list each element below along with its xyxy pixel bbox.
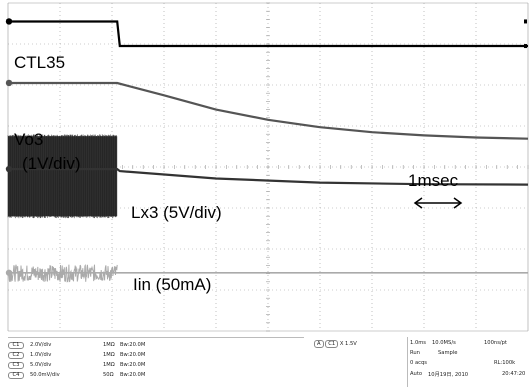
trigger-channel: C1 — [325, 340, 339, 348]
channel-bandwidth: Bw:20.0M — [120, 372, 146, 378]
channel-bandwidth: Bw:20.0M — [120, 352, 146, 358]
vo3-label: Vo3 — [14, 130, 44, 149]
vo3-trace — [8, 81, 529, 140]
ctl35-trace — [8, 20, 528, 48]
trigger-edge-icon: X — [339, 341, 344, 347]
time-per-div: 1.0ms — [410, 340, 427, 346]
channel-3-readout[interactable]: C3 5.0V/div 1MΩ Bw:20.0M — [8, 361, 178, 369]
channel-1-readout[interactable]: C1 2.0V/div 1MΩ Bw:20.0M — [8, 341, 178, 349]
channel-scale: 50.0mV/div — [30, 372, 60, 378]
trigger-level: 1.5V — [345, 341, 357, 347]
channel-bandwidth: Bw:20.0M — [120, 362, 146, 368]
channel-scale: 1.0V/div — [30, 352, 52, 358]
channel-impedance: 1MΩ — [103, 362, 115, 368]
channel-badge: C4 — [8, 372, 24, 379]
acquisition-mode: Sample — [438, 350, 458, 356]
channel-badge: C1 — [8, 342, 24, 349]
channel-2-readout[interactable]: C2 1.0V/div 1MΩ Bw:20.0M — [8, 351, 178, 359]
capture-date: 10月19日, 2010 — [428, 372, 469, 378]
channel-impedance: 50Ω — [103, 372, 114, 378]
channel-markers — [5, 18, 527, 276]
ground-marker-icon — [5, 165, 13, 173]
time-scale-arrow-icon — [413, 197, 463, 209]
capture-time: 20:47:20 — [502, 371, 526, 377]
channel-scale: 2.0V/div — [30, 342, 52, 348]
offscreen-marker-icon — [524, 19, 527, 24]
point-rate: 100ns/pt — [484, 340, 507, 346]
offscreen-marker-icon — [524, 44, 527, 49]
ctl35-label: CTL35 — [14, 53, 66, 72]
status-bar: C1 2.0V/div 1MΩ Bw:20.0M C2 1.0V/div 1MΩ… — [0, 334, 529, 387]
channel-bandwidth: Bw:20.0M — [120, 342, 146, 348]
divider — [407, 337, 408, 387]
run-state: Run — [410, 350, 420, 356]
ground-marker-icon — [5, 269, 13, 276]
trigger-mode: A — [314, 340, 324, 348]
trigger-readout[interactable]: A C1 X 1.5V — [314, 340, 357, 348]
divider — [8, 337, 304, 338]
ground-marker-icon — [5, 18, 13, 25]
channel-4-readout[interactable]: C4 50.0mV/div 50Ω Bw:20.0M — [8, 371, 178, 379]
sample-rate: 10.0MS/s — [432, 340, 456, 346]
channel-badge: C2 — [8, 352, 24, 359]
trigger-mode-auto: Auto — [410, 371, 423, 377]
channel-impedance: 1MΩ — [103, 342, 115, 348]
vo3-scale-label: (1V/div) — [22, 154, 81, 173]
iin-label: Iin (50mA) — [133, 275, 212, 294]
acquisition-count: 0 acqs — [410, 360, 427, 366]
channel-scale: 5.0V/div — [30, 362, 52, 368]
record-length: RL:100k — [494, 360, 516, 366]
lx3-label: Lx3 (5V/div) — [131, 203, 222, 222]
channel-badge: C3 — [8, 362, 24, 369]
traces — [7, 20, 529, 283]
lx3-trace — [8, 168, 529, 186]
ground-marker-icon — [5, 79, 13, 87]
time-marker-label: 1msec — [408, 171, 459, 190]
channel-impedance: 1MΩ — [103, 352, 115, 358]
